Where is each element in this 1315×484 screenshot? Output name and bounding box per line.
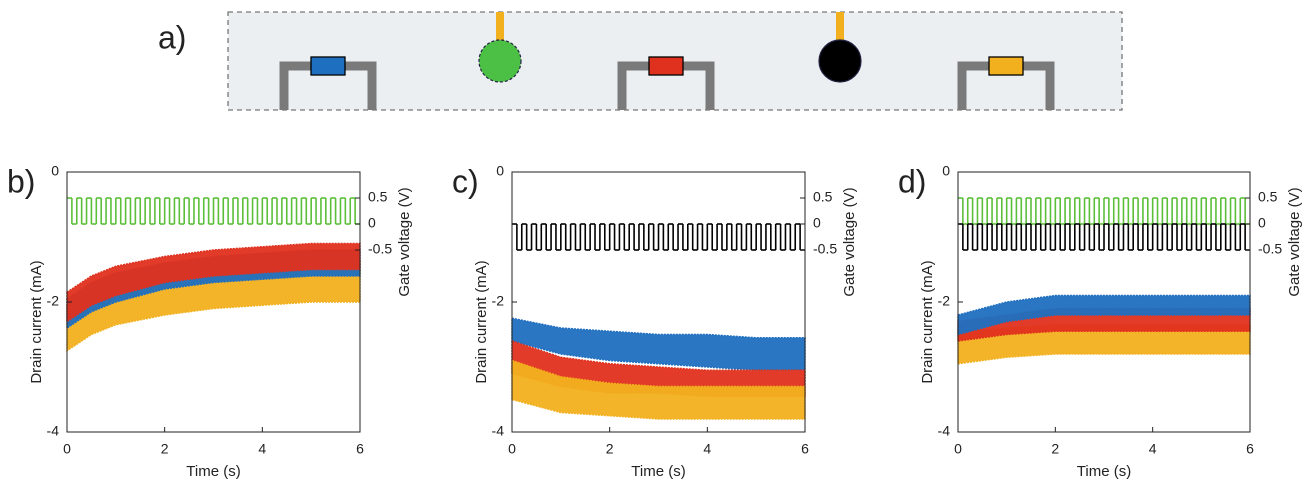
x-tick-label: 6	[801, 441, 809, 457]
y-tick-label: -2	[492, 293, 505, 309]
x-tick-label: 6	[356, 441, 364, 457]
panel-label: c)	[452, 163, 479, 199]
gate-wire	[836, 12, 844, 42]
y2-tick-label: 0.5	[368, 189, 388, 205]
panel-label: b)	[7, 163, 35, 199]
y2-tick-label: 0.5	[813, 189, 833, 205]
y2-axis-label: Gate voltage (V)	[1286, 187, 1303, 296]
chart: c) Time (s) Drain current (mA) Gate voltage…	[452, 163, 858, 480]
x-tick-label: 2	[1051, 441, 1059, 457]
y-tick-label: 0	[942, 163, 950, 179]
x-tick-label: 0	[63, 441, 71, 457]
x-tick-label: 4	[258, 441, 266, 457]
y2-tick-label: -0.5	[813, 241, 837, 257]
y2-tick-label: 0.5	[1258, 189, 1278, 205]
gate-electrode	[818, 39, 862, 83]
x-tick-label: 6	[1246, 441, 1254, 457]
channel	[310, 56, 346, 76]
x-axis-label: Time (s)	[631, 463, 685, 480]
x-axis-label: Time (s)	[186, 463, 240, 480]
chart: d) Time (s) Drain current (mA) Gate voltage…	[898, 163, 1303, 480]
y-tick-label: -2	[938, 293, 951, 309]
gate-electrode	[478, 39, 522, 83]
y2-tick-label: 0	[813, 215, 821, 231]
channel	[648, 56, 684, 76]
x-tick-label: 2	[161, 441, 169, 457]
panel-a: a)	[158, 11, 1123, 111]
y-axis-label: Drain current (mA)	[919, 260, 936, 383]
x-tick-label: 4	[703, 441, 711, 457]
y2-tick-label: -0.5	[1258, 241, 1282, 257]
y-tick-label: -4	[47, 423, 60, 439]
gate-wire	[496, 12, 504, 42]
x-tick-label: 0	[954, 441, 962, 457]
y2-tick-label: 0	[368, 215, 376, 231]
channel	[988, 56, 1024, 76]
y-tick-label: -4	[492, 423, 505, 439]
y-axis-label: Drain current (mA)	[28, 260, 45, 383]
y-tick-label: -4	[938, 423, 951, 439]
y2-axis-label: Gate voltage (V)	[396, 187, 413, 296]
chart: b) Time (s) Drain current (mA) Gate voltage…	[7, 163, 413, 480]
y2-tick-label: -0.5	[368, 241, 392, 257]
x-tick-label: 2	[606, 441, 614, 457]
y-tick-label: 0	[51, 163, 59, 179]
x-tick-label: 0	[508, 441, 516, 457]
panel-label: a)	[158, 19, 186, 55]
x-axis-label: Time (s)	[1077, 463, 1131, 480]
x-tick-label: 4	[1149, 441, 1157, 457]
y2-axis-label: Gate voltage (V)	[841, 187, 858, 296]
y-tick-label: -2	[47, 293, 60, 309]
y-tick-label: 0	[496, 163, 504, 179]
y2-tick-label: 0	[1258, 215, 1266, 231]
y-axis-label: Drain current (mA)	[473, 260, 490, 383]
panel-label: d)	[898, 163, 926, 199]
current-band	[511, 317, 806, 371]
